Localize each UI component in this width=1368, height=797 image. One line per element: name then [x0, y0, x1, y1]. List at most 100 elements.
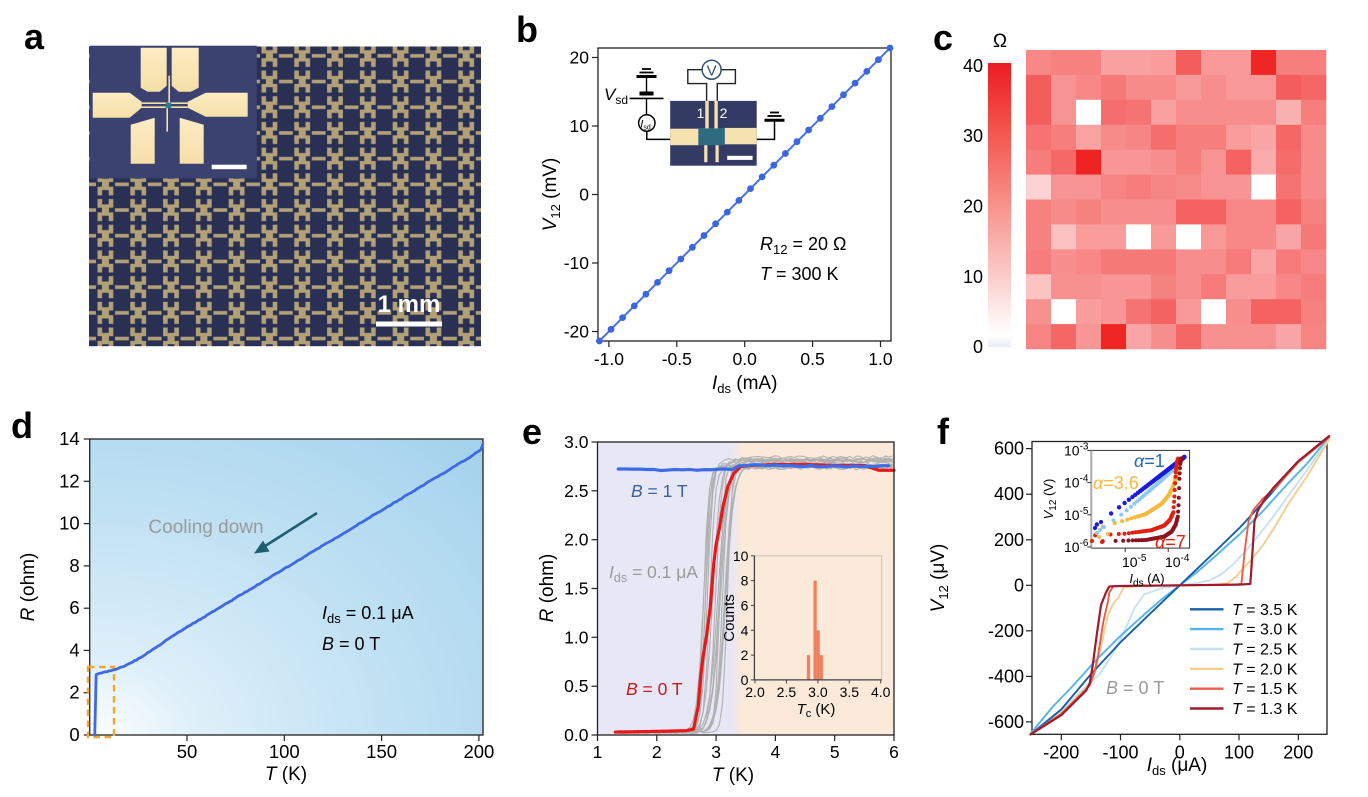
svg-text:10: 10 [570, 116, 590, 136]
svg-text:R12 = 20 Ω: R12 = 20 Ω [760, 234, 846, 257]
svg-text:T = 3.5 K: T = 3.5 K [1232, 602, 1298, 619]
svg-text:0: 0 [1175, 742, 1185, 762]
svg-text:T = 300 K: T = 300 K [760, 264, 839, 284]
svg-text:Ids (A): Ids (A) [1129, 571, 1164, 589]
svg-text:200: 200 [1283, 742, 1313, 762]
svg-text:B = 0 T: B = 0 T [322, 634, 380, 654]
svg-text:2.5: 2.5 [564, 481, 588, 501]
svg-text:1: 1 [697, 105, 705, 121]
svg-text:-100: -100 [1102, 742, 1138, 762]
svg-text:f: f [937, 411, 950, 452]
svg-text:2: 2 [69, 682, 79, 703]
svg-text:0.5: 0.5 [800, 349, 824, 369]
svg-text:200: 200 [994, 530, 1024, 550]
svg-text:T = 1.3 K: T = 1.3 K [1232, 701, 1298, 718]
svg-text:a: a [24, 16, 45, 57]
svg-text:0.0: 0.0 [733, 349, 758, 369]
svg-text:2: 2 [720, 105, 728, 121]
svg-text:B = 0 T: B = 0 T [1106, 678, 1164, 698]
svg-text:b: b [516, 9, 538, 50]
svg-text:Ids (mA): Ids (mA) [712, 373, 777, 396]
svg-text:100: 100 [269, 741, 300, 762]
svg-text:R (ohm): R (ohm) [537, 554, 558, 623]
svg-text:Ids (μA): Ids (μA) [1147, 755, 1208, 778]
svg-text:d: d [11, 405, 33, 446]
svg-text:0.0: 0.0 [564, 725, 589, 745]
svg-text:Isd: Isd [640, 119, 651, 132]
svg-text:Ids = 0.1 μA: Ids = 0.1 μA [609, 562, 698, 585]
svg-text:400: 400 [994, 484, 1024, 504]
svg-text:V: V [707, 63, 717, 80]
svg-text:10: 10 [963, 267, 983, 287]
svg-text:0: 0 [973, 337, 983, 357]
svg-text:14: 14 [59, 428, 80, 449]
svg-text:1.5: 1.5 [564, 579, 588, 599]
svg-text:150: 150 [366, 741, 397, 762]
svg-text:V12 (mV): V12 (mV) [540, 158, 563, 232]
svg-text:α=3.6: α=3.6 [1093, 473, 1139, 493]
svg-text:100: 100 [1224, 742, 1254, 762]
svg-text:Counts: Counts [721, 594, 738, 642]
svg-text:30: 30 [963, 126, 983, 146]
svg-text:2: 2 [652, 742, 662, 762]
svg-text:0: 0 [69, 724, 79, 745]
svg-text:40: 40 [963, 56, 983, 76]
svg-text:1: 1 [593, 742, 603, 762]
svg-text:1 mm: 1 mm [378, 291, 441, 318]
svg-text:T (K): T (K) [265, 764, 307, 785]
svg-text:α=7: α=7 [1155, 532, 1186, 552]
svg-text:Cooling down: Cooling down [148, 517, 263, 538]
svg-text:2.0: 2.0 [564, 530, 589, 550]
svg-text:-0.5: -0.5 [662, 349, 692, 369]
svg-text:T = 2.5 K: T = 2.5 K [1232, 642, 1298, 659]
svg-text:-600: -600 [988, 712, 1024, 732]
svg-text:Vsd: Vsd [604, 85, 628, 107]
svg-text:T = 2.0 K: T = 2.0 K [1232, 661, 1298, 678]
svg-text:e: e [522, 411, 542, 452]
svg-text:2.0: 2.0 [745, 684, 765, 700]
svg-text:10: 10 [733, 548, 749, 564]
svg-text:B = 0 T: B = 0 T [626, 679, 683, 699]
svg-text:1.0: 1.0 [868, 349, 893, 369]
svg-text:T (K): T (K) [712, 765, 754, 786]
svg-text:20: 20 [570, 48, 590, 68]
svg-text:α=1: α=1 [1134, 451, 1165, 471]
svg-text:8: 8 [741, 573, 749, 589]
svg-text:-10: -10 [564, 253, 590, 273]
svg-text:-200: -200 [988, 621, 1024, 641]
svg-text:T = 1.5 K: T = 1.5 K [1232, 681, 1298, 698]
svg-text:4: 4 [741, 622, 749, 638]
svg-text:2: 2 [741, 647, 749, 663]
svg-text:T = 3.0 K: T = 3.0 K [1232, 622, 1298, 639]
svg-text:0: 0 [1014, 575, 1024, 595]
svg-text:6: 6 [69, 597, 79, 618]
svg-text:Ids = 0.1 μA: Ids = 0.1 μA [322, 603, 414, 626]
svg-text:10: 10 [59, 513, 80, 534]
svg-text:1.0: 1.0 [564, 627, 589, 647]
svg-text:3: 3 [711, 742, 721, 762]
svg-text:3.0: 3.0 [808, 684, 828, 700]
svg-text:-1.0: -1.0 [594, 349, 624, 369]
svg-text:V12 (μV): V12 (μV) [928, 544, 951, 613]
svg-text:5: 5 [830, 742, 840, 762]
svg-text:Ω: Ω [993, 31, 1007, 52]
svg-text:2.5: 2.5 [777, 684, 797, 700]
svg-text:3.5: 3.5 [840, 684, 860, 700]
svg-text:0.5: 0.5 [564, 676, 588, 696]
svg-text:50: 50 [177, 741, 198, 762]
svg-text:c: c [933, 17, 953, 58]
svg-text:0: 0 [579, 185, 589, 205]
svg-text:3.0: 3.0 [564, 432, 589, 452]
svg-text:4: 4 [69, 639, 79, 660]
svg-text:4: 4 [771, 742, 781, 762]
svg-text:6: 6 [741, 597, 749, 613]
svg-text:B = 1 T: B = 1 T [631, 481, 688, 501]
svg-text:-400: -400 [988, 666, 1024, 686]
svg-text:200: 200 [463, 741, 494, 762]
svg-text:0: 0 [741, 672, 749, 688]
svg-text:V12 (V): V12 (V) [1041, 479, 1059, 520]
svg-text:4.0: 4.0 [871, 684, 891, 700]
svg-text:-200: -200 [1043, 742, 1079, 762]
svg-text:8: 8 [69, 555, 79, 576]
svg-text:20: 20 [963, 197, 983, 217]
